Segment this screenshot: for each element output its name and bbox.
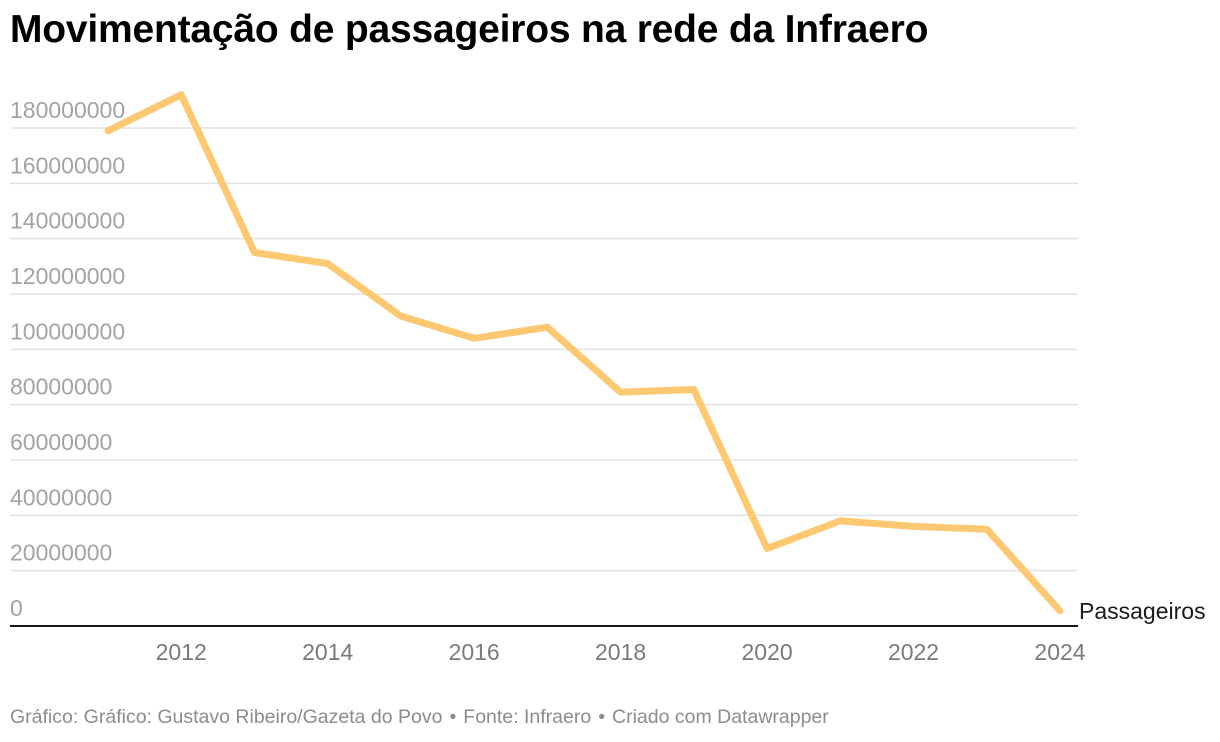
footer-separator: • <box>449 706 457 728</box>
x-tick-label: 2018 <box>595 639 646 665</box>
footer-source: Fonte: Infraero <box>463 706 592 728</box>
data-point <box>251 249 258 256</box>
footer-credit: Gráfico: Gráfico: Gustavo Ribeiro/Gazeta… <box>10 706 443 728</box>
y-tick-label: 180000000 <box>10 97 125 123</box>
y-tick-label: 60000000 <box>10 429 112 455</box>
series-layer: Passageiros <box>104 91 1206 624</box>
chart-title: Movimentação de passageiros na rede da I… <box>10 8 929 51</box>
data-point <box>544 324 551 331</box>
y-axis-ticks: 0 20000000 40000000 60000000 80000000 1000000… <box>10 97 125 621</box>
gridlines <box>10 127 1078 627</box>
y-tick-label: 0 <box>10 595 23 621</box>
data-point <box>837 517 844 524</box>
data-point <box>397 313 404 320</box>
data-point <box>690 386 697 393</box>
series-label: Passageiros <box>1079 598 1206 624</box>
data-point <box>910 523 917 530</box>
data-point <box>471 335 478 342</box>
x-tick-label: 2024 <box>1034 639 1085 665</box>
x-tick-label: 2022 <box>888 639 939 665</box>
y-tick-label: 100000000 <box>10 318 125 344</box>
x-tick-label: 2012 <box>156 639 207 665</box>
data-point <box>617 389 624 396</box>
footer-separator: • <box>598 706 606 728</box>
y-tick-label: 80000000 <box>10 374 112 400</box>
y-tick-label: 120000000 <box>10 263 125 289</box>
footer-made-with: Criado com Datawrapper <box>612 706 829 728</box>
data-point <box>105 127 112 134</box>
y-tick-label: 40000000 <box>10 484 112 510</box>
y-tick-label: 140000000 <box>10 208 125 234</box>
data-point <box>983 526 990 533</box>
data-point <box>324 260 331 267</box>
chart-footer: Gráfico: Gráfico: Gustavo Ribeiro/Gazeta… <box>10 706 829 729</box>
y-tick-label: 20000000 <box>10 540 112 566</box>
data-point <box>178 91 185 98</box>
data-point <box>764 545 771 552</box>
y-tick-label: 160000000 <box>10 152 125 178</box>
data-point <box>1057 607 1064 614</box>
x-tick-label: 2016 <box>449 639 500 665</box>
x-tick-label: 2014 <box>302 639 353 665</box>
x-tick-label: 2020 <box>741 639 792 665</box>
series-line-passageiros <box>104 91 1064 615</box>
x-axis-ticks: 2012 2014 2016 2018 2020 2022 2024 <box>156 639 1086 665</box>
